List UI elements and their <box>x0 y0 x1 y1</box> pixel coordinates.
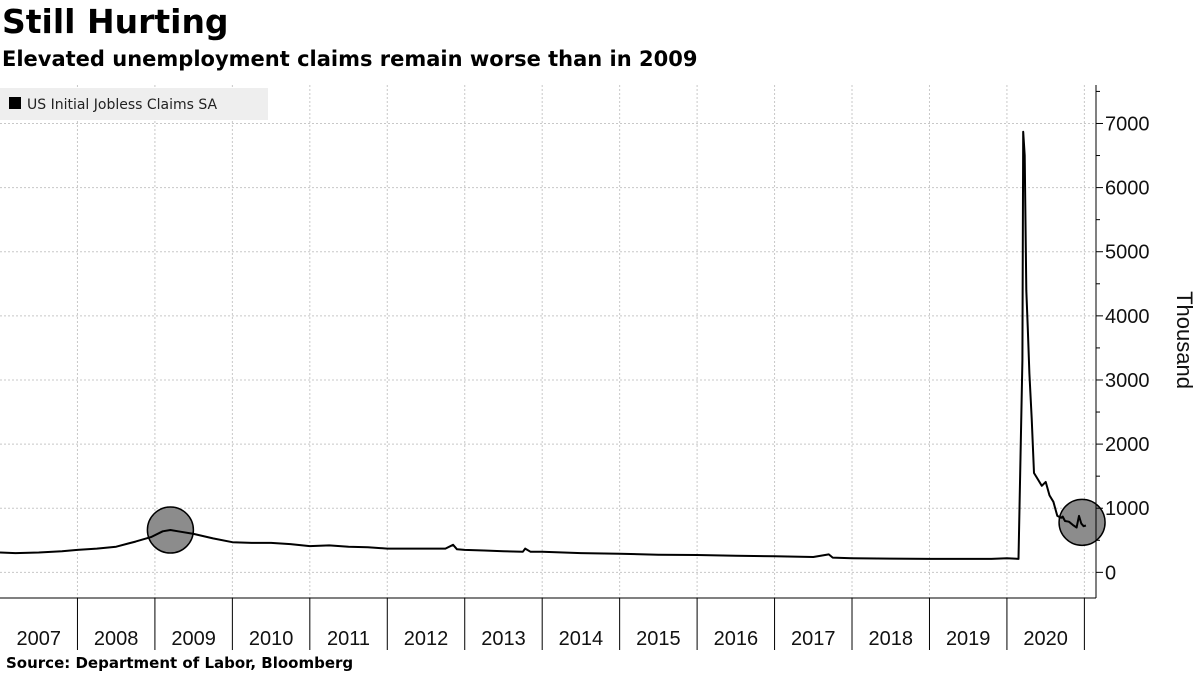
y-axis-unit-label: Thousand <box>1172 291 1197 389</box>
y-tick-label: 7000 <box>1105 113 1150 135</box>
x-axis: 2007 2008 2009 2010 2011 2012 2013 2014 2015 2016… <box>0 597 1096 650</box>
x-tick-label: 2007 <box>16 628 61 650</box>
x-tick-label: 2019 <box>946 628 991 650</box>
y-tick-label: 0 <box>1105 562 1116 584</box>
x-tick-label: 2010 <box>249 628 294 650</box>
x-tick-label: 2015 <box>636 628 681 650</box>
series-group <box>0 130 1087 560</box>
x-tick-label: 2014 <box>559 628 604 650</box>
x-tick-label: 2017 <box>791 628 836 650</box>
horizontal-gridlines <box>0 122 1096 573</box>
x-tick-label: 2011 <box>327 628 370 650</box>
y-tick-label: 3000 <box>1105 370 1150 392</box>
y-tick-label: 1000 <box>1105 498 1150 520</box>
y-tick-label: 2000 <box>1105 434 1150 456</box>
y-tick-label: 5000 <box>1105 242 1150 264</box>
y-tick-label: 4000 <box>1105 306 1150 328</box>
source-note: Source: Department of Labor, Bloomberg <box>6 654 354 672</box>
x-tick-label: 2020 <box>1023 628 1068 650</box>
highlight-circle <box>1058 498 1106 547</box>
y-tick-label: 6000 <box>1105 178 1150 200</box>
x-tick-label: 2016 <box>714 628 759 650</box>
x-tick-label: 2012 <box>404 628 449 650</box>
legend-swatch <box>9 97 21 109</box>
legend-label: US Initial Jobless Claims SA <box>27 97 218 113</box>
highlight-markers <box>146 498 1106 554</box>
legend-background <box>0 88 268 120</box>
vertical-gridlines <box>76 85 1085 598</box>
chart-title: Still Hurting <box>2 2 229 41</box>
y-axis: 0 1000 2000 3000 4000 5000 6000 7000 <box>1095 85 1150 598</box>
legend: US Initial Jobless Claims SA <box>0 88 268 120</box>
chart-subtitle: Elevated unemployment claims remain wors… <box>2 47 698 71</box>
series-line <box>0 130 1087 560</box>
x-tick-label: 2013 <box>481 628 526 650</box>
x-tick-label: 2009 <box>171 628 216 650</box>
x-tick-label: 2018 <box>868 628 913 650</box>
x-tick-label: 2008 <box>94 628 139 650</box>
